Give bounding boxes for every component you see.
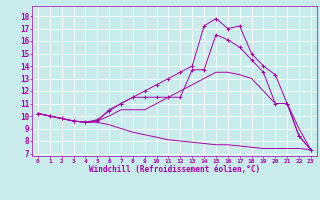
X-axis label: Windchill (Refroidissement éolien,°C): Windchill (Refroidissement éolien,°C) (89, 165, 260, 174)
